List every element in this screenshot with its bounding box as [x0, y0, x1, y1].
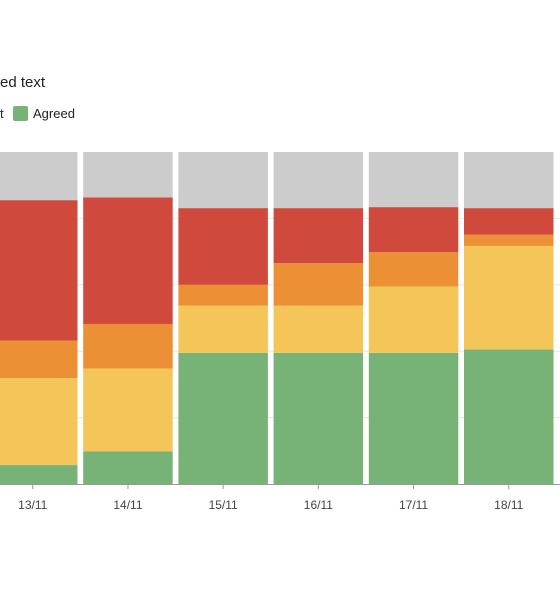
- chart-title: ed text: [0, 74, 46, 91]
- bar-segment-yellow-17-11: [368, 286, 459, 353]
- bar-segment-red-17-11: [368, 207, 459, 253]
- x-tick-label: 18/11: [494, 498, 523, 512]
- bar-segment-agreed-17-11: [368, 352, 459, 484]
- bar-segment-orange-14-11: [83, 323, 173, 369]
- x-tick-label: 13/11: [18, 498, 47, 512]
- bar-segment-agreed-18-11: [464, 349, 554, 484]
- bar-segment-agreed-15-11: [178, 352, 268, 484]
- bar-segment-agreed-14-11: [83, 451, 173, 484]
- bar-segment-red-13-11: [0, 200, 78, 341]
- bar-segment-yellow-13-11: [0, 378, 78, 466]
- bar-segment-red-15-11: [178, 208, 268, 285]
- bar-segment-grey-18-11: [464, 152, 554, 209]
- bar-segment-agreed-13-11: [0, 465, 78, 484]
- bar-segment-grey-17-11: [368, 152, 459, 208]
- x-tick-label: 16/11: [304, 498, 333, 512]
- legend-label: t: [0, 106, 4, 121]
- bar-segment-orange-16-11: [273, 263, 364, 306]
- bar-segment-yellow-14-11: [83, 368, 173, 452]
- bar-segment-grey-16-11: [273, 152, 364, 209]
- bar-segment-yellow-15-11: [178, 305, 268, 353]
- bar-segment-red-16-11: [273, 208, 364, 264]
- bar-segment-orange-15-11: [178, 284, 268, 306]
- bar-segment-grey-14-11: [83, 152, 173, 198]
- bar-segment-red-14-11: [83, 197, 173, 324]
- x-tick-label: 17/11: [399, 498, 428, 512]
- bar-segment-agreed-16-11: [273, 352, 364, 484]
- x-tick-label: 14/11: [113, 498, 142, 512]
- bar-segment-orange-18-11: [464, 234, 554, 246]
- legend-label: Agreed: [33, 106, 75, 121]
- bar-segment-orange-17-11: [368, 252, 459, 287]
- bar-segment-yellow-18-11: [464, 245, 554, 350]
- bar-segment-red-18-11: [464, 208, 554, 235]
- legend-swatch-agreed: [13, 106, 28, 121]
- bar-segment-orange-13-11: [0, 340, 78, 379]
- bar-segment-grey-13-11: [0, 152, 78, 201]
- bar-segment-grey-15-11: [178, 152, 268, 209]
- bar-segment-yellow-16-11: [273, 305, 364, 353]
- x-tick-label: 15/11: [209, 498, 238, 512]
